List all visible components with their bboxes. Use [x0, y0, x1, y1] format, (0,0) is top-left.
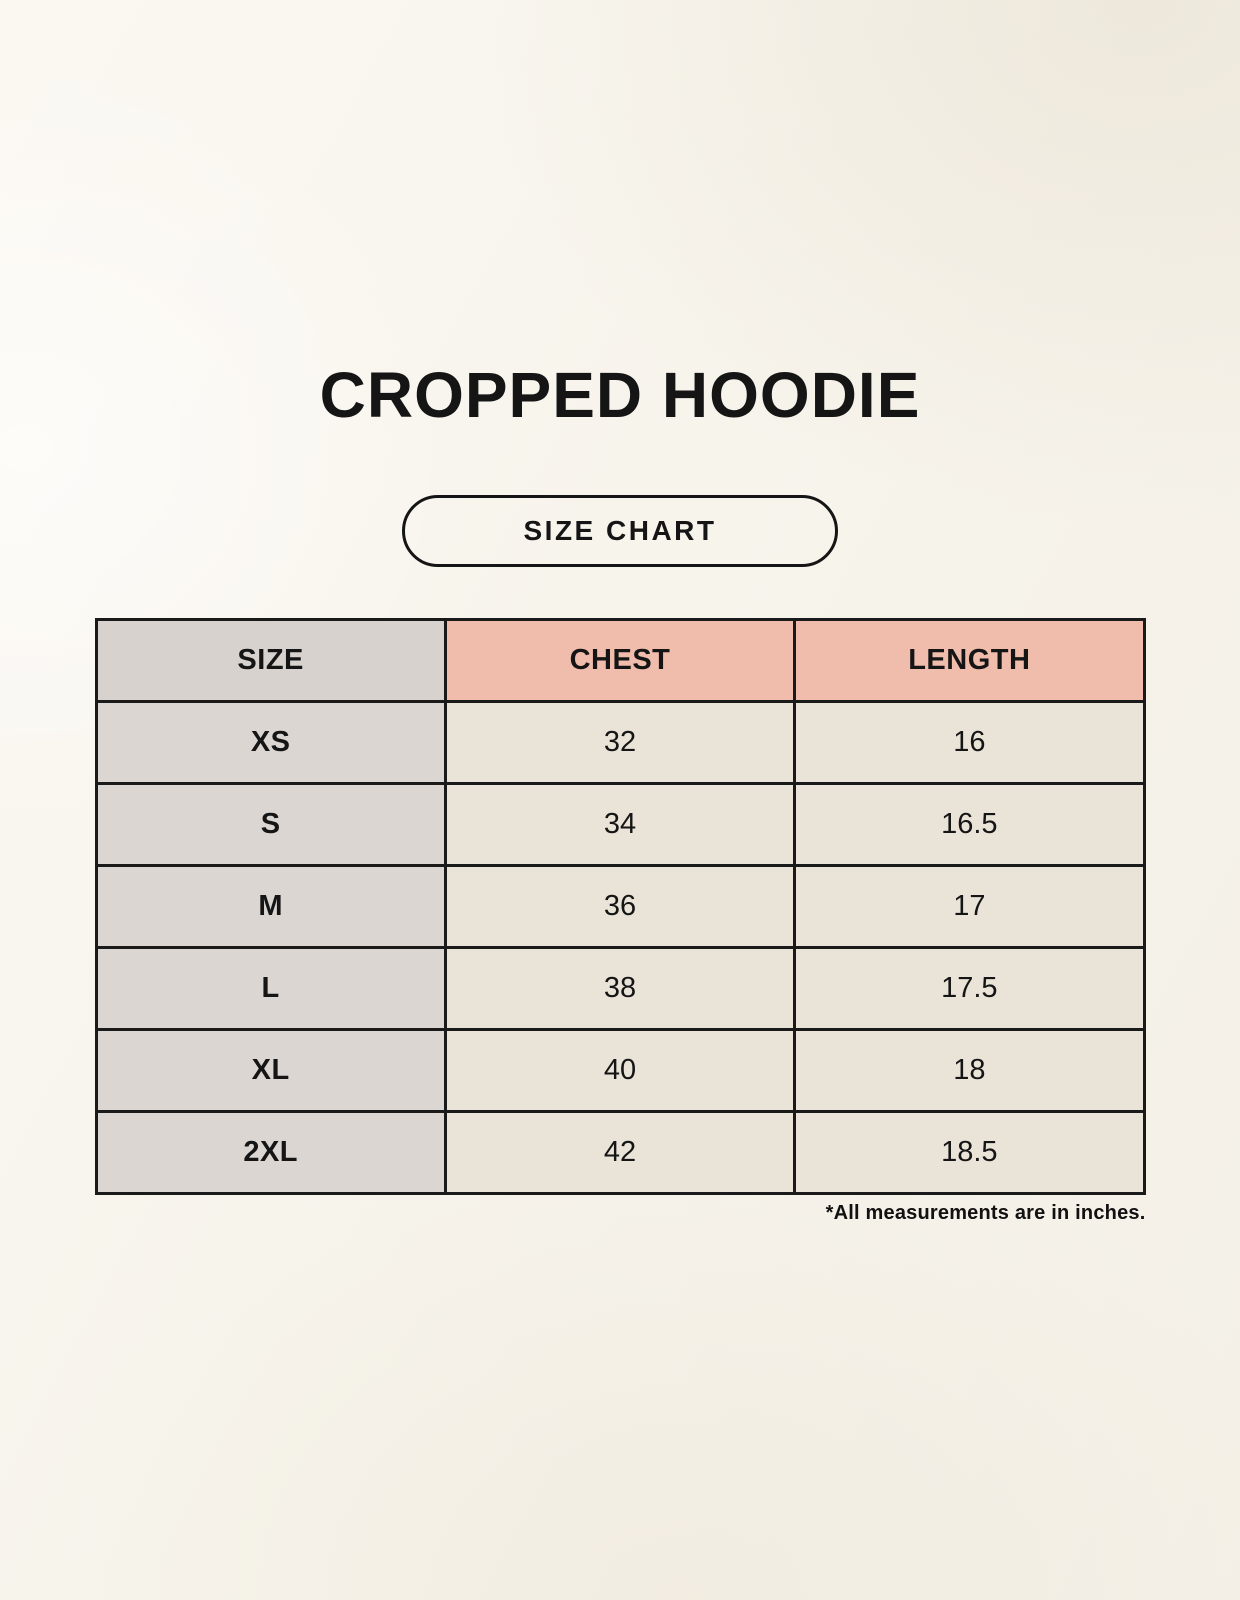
size-chart-button-label: SIZE CHART: [523, 515, 717, 547]
chest-cell: 34: [443, 782, 797, 868]
table-row: L 38 17.5: [94, 946, 1146, 1032]
length-cell: 16: [793, 700, 1146, 786]
table-row: M 36 17: [94, 864, 1146, 950]
size-cell: 2XL: [94, 1110, 447, 1196]
size-table: SIZE CHEST LENGTH XS 32 16 S 34 16.5 M 3…: [94, 618, 1146, 1196]
chest-cell: 32: [443, 700, 797, 786]
length-cell: 17: [793, 864, 1146, 950]
table-row: XS 32 16: [94, 700, 1146, 786]
footnote-row: *All measurements are in inches.: [95, 1202, 1146, 1225]
length-cell: 17.5: [793, 946, 1146, 1032]
header-length: LENGTH: [793, 618, 1146, 704]
table-row: 2XL 42 18.5: [94, 1110, 1146, 1196]
table-row: XL 40 18: [94, 1028, 1146, 1114]
size-cell: L: [94, 946, 447, 1032]
size-cell: M: [94, 864, 447, 950]
chest-cell: 38: [443, 946, 797, 1032]
length-cell: 18: [793, 1028, 1146, 1114]
header-chest: CHEST: [443, 618, 797, 704]
table-row: S 34 16.5: [94, 782, 1146, 868]
header-size: SIZE: [94, 618, 447, 704]
chest-cell: 40: [443, 1028, 797, 1114]
size-cell: XL: [94, 1028, 447, 1114]
length-cell: 16.5: [793, 782, 1146, 868]
table-header-row: SIZE CHEST LENGTH: [94, 618, 1146, 704]
chest-cell: 36: [443, 864, 797, 950]
size-chart-button[interactable]: SIZE CHART: [402, 495, 838, 568]
size-cell: XS: [94, 700, 447, 786]
size-cell: S: [94, 782, 447, 868]
measurements-footnote: *All measurements are in inches.: [825, 1202, 1146, 1225]
chest-cell: 42: [443, 1110, 797, 1196]
page-title: CROPPED HOODIE: [319, 359, 921, 431]
length-cell: 18.5: [793, 1110, 1146, 1196]
